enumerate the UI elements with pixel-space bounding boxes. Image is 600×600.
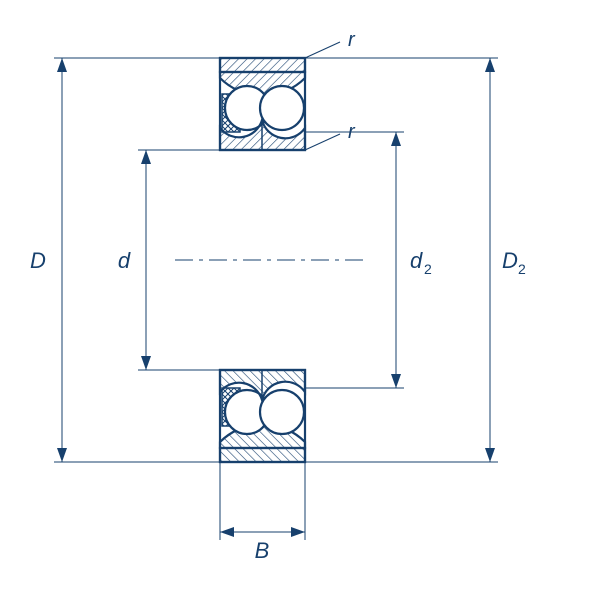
- label-d2: d 2: [410, 248, 432, 277]
- svg-text:2: 2: [424, 261, 432, 277]
- leader-r-mid: [305, 134, 340, 150]
- dim-B: [220, 462, 305, 540]
- bearing-cross-section-diagram: D d d 2 D 2 B r r: [0, 0, 600, 600]
- label-D2: D 2: [502, 248, 526, 277]
- leader-r-top: [305, 42, 340, 58]
- bottom-section: [220, 370, 305, 462]
- svg-text:2: 2: [518, 261, 526, 277]
- label-r-top: r: [348, 29, 356, 51]
- dim-D2: [305, 58, 498, 462]
- top-section: [220, 58, 305, 150]
- svg-text:d: d: [410, 248, 423, 273]
- label-d: d: [118, 248, 131, 273]
- label-B: B: [255, 538, 270, 563]
- label-D: D: [30, 248, 46, 273]
- svg-text:D: D: [502, 248, 518, 273]
- dim-D: [54, 58, 220, 462]
